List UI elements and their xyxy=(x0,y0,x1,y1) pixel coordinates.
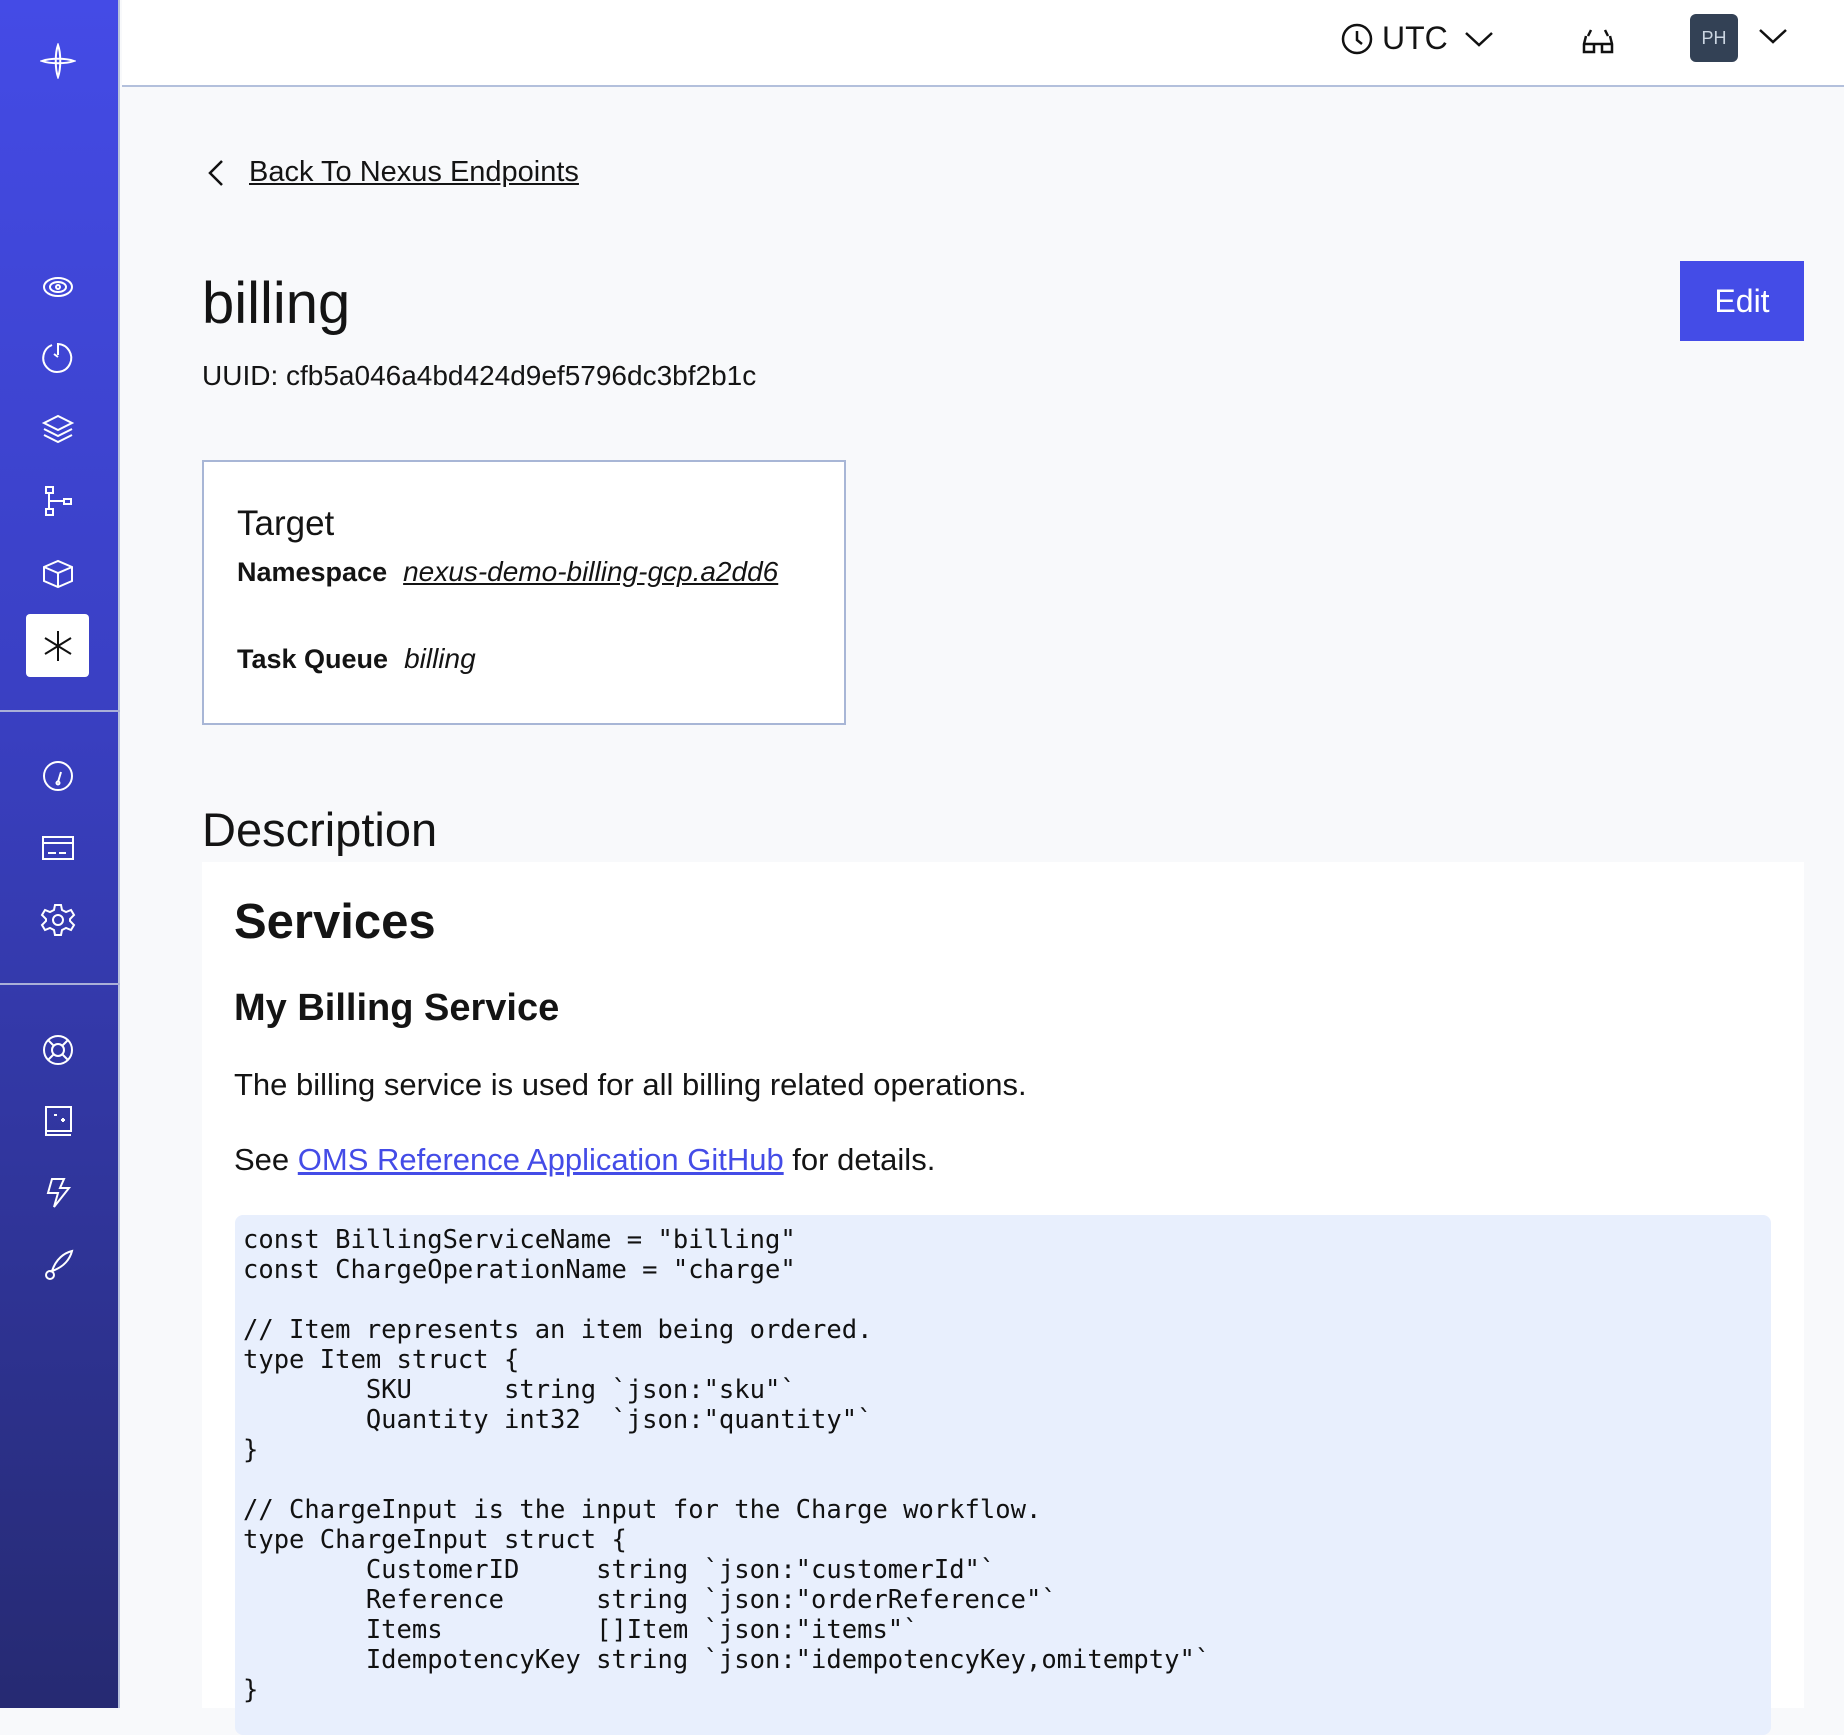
task-queue-row: Task Queue billing xyxy=(237,643,476,675)
clock-icon xyxy=(1341,23,1373,54)
target-card: Target Namespace nexus-demo-billing-gcp.a… xyxy=(202,460,846,725)
page-title: billing xyxy=(202,271,351,336)
sidebar-item-billing[interactable] xyxy=(30,820,86,876)
endpoint-uuid: UUID: cfb5a046a4bd424d9ef5796dc3bf2b1c xyxy=(202,360,757,391)
sidebar-item-feedback[interactable] xyxy=(30,1165,86,1221)
radar-icon xyxy=(43,277,73,297)
sidebar-item-usage[interactable] xyxy=(30,748,86,804)
layers-icon xyxy=(41,414,75,444)
top-bar: UTC PH xyxy=(122,0,1844,87)
temporal-logo[interactable] xyxy=(30,33,86,89)
avatar[interactable]: PH xyxy=(1690,14,1738,62)
namespace-label: Namespace xyxy=(237,557,388,587)
sidebar-item-settings[interactable] xyxy=(30,892,86,948)
back-to-endpoints-link[interactable]: Back To Nexus Endpoints xyxy=(205,156,579,189)
gear-icon xyxy=(40,904,76,936)
lightning-icon xyxy=(46,1178,72,1208)
sidebar-item-support[interactable] xyxy=(30,1022,86,1078)
credit-card-icon xyxy=(42,836,74,860)
chevron-down-icon xyxy=(1464,31,1493,47)
service-heading: My Billing Service xyxy=(234,987,560,1029)
chevron-left-icon xyxy=(208,159,223,186)
timezone-label: UTC xyxy=(1382,20,1448,56)
description-heading: Description xyxy=(202,803,438,856)
sidebar-item-whats-new[interactable] xyxy=(30,1237,86,1293)
task-queue-value: billing xyxy=(404,643,476,674)
sidebar-item-workflows[interactable] xyxy=(30,257,86,313)
gauge-icon xyxy=(43,761,73,791)
description-panel: Services My Billing Service The billing … xyxy=(202,862,1804,1735)
timezone-selector[interactable]: UTC xyxy=(1340,20,1494,57)
sidebar-item-batch[interactable] xyxy=(30,401,86,457)
target-heading: Target xyxy=(237,504,335,543)
edit-button[interactable]: Edit xyxy=(1680,261,1804,341)
back-link-label: Back To Nexus Endpoints xyxy=(249,156,579,188)
view-mode-button[interactable] xyxy=(1580,22,1616,63)
namespace-row: Namespace nexus-demo-billing-gcp.a2dd6 xyxy=(237,556,778,588)
rocket-icon xyxy=(45,1249,74,1280)
see-details-text: See OMS Reference Application GitHub for… xyxy=(234,1142,935,1178)
box-icon xyxy=(43,559,73,589)
logo-icon xyxy=(40,43,76,79)
see-prefix: See xyxy=(234,1142,298,1177)
sidebar-item-schedules[interactable] xyxy=(30,329,86,385)
book-sparkle-icon xyxy=(45,1106,72,1136)
service-description: The billing service is used for all bill… xyxy=(234,1067,1027,1102)
chevron-down-icon xyxy=(1759,29,1787,44)
sidebar-item-archive[interactable] xyxy=(30,546,86,602)
history-icon xyxy=(42,342,73,373)
user-menu-button[interactable] xyxy=(1758,26,1788,51)
see-suffix: for details. xyxy=(783,1142,936,1177)
lifebuoy-icon xyxy=(43,1035,73,1065)
workflow-tree-icon xyxy=(45,486,72,516)
sidebar-item-deployments[interactable] xyxy=(30,473,86,529)
namespace-link[interactable]: nexus-demo-billing-gcp.a2dd6 xyxy=(403,556,779,587)
sidebar-item-docs[interactable] xyxy=(30,1093,86,1149)
sidebar xyxy=(0,0,120,1708)
glasses-icon xyxy=(1582,29,1614,54)
nexus-asterisk-icon xyxy=(43,630,72,661)
sidebar-item-nexus[interactable] xyxy=(26,614,89,677)
sidebar-divider xyxy=(0,983,120,985)
code-block: const BillingServiceName = "billing" con… xyxy=(235,1215,1771,1735)
sidebar-divider xyxy=(0,710,120,712)
services-heading: Services xyxy=(234,895,436,949)
oms-github-link[interactable]: OMS Reference Application GitHub xyxy=(297,1142,784,1177)
task-queue-label: Task Queue xyxy=(237,644,389,674)
